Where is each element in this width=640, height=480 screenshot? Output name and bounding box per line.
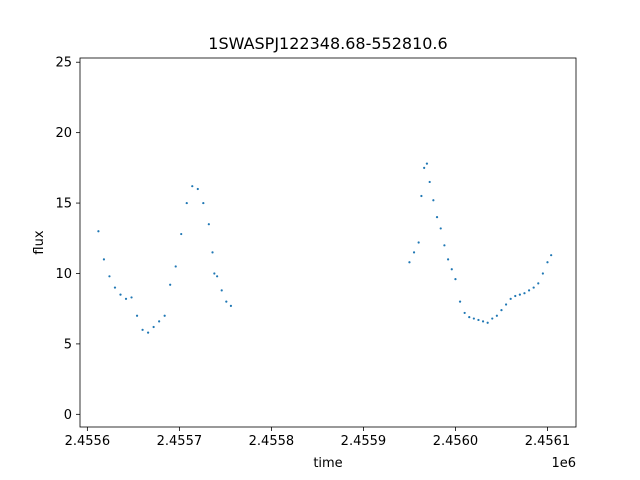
data-point: [463, 311, 466, 315]
data-point: [135, 314, 139, 317]
data-point: [446, 258, 450, 261]
data-point: [450, 268, 453, 271]
x-axis-label: time: [313, 456, 342, 471]
data-point: [213, 272, 216, 275]
data-point: [532, 286, 535, 289]
data-point: [211, 251, 214, 254]
data-point: [428, 180, 431, 184]
data-point: [435, 216, 439, 219]
x-axis-ticks: 2.4556 2.4557 2.4558 2.4559 2.4560 2.4561: [65, 427, 571, 449]
x-axis-offset-label: 1e6: [551, 456, 576, 471]
data-point: [180, 232, 183, 236]
data-point: [102, 258, 106, 261]
x-tick-label: 2.4560: [433, 434, 479, 449]
data-point: [423, 166, 426, 169]
data-point: [216, 275, 219, 278]
x-tick-label: 2.4558: [249, 434, 295, 449]
data-point: [196, 187, 199, 191]
data-point: [477, 318, 480, 322]
data-point: [119, 293, 122, 296]
data-point: [420, 194, 423, 198]
plot-frame: [79, 57, 577, 428]
data-point: [537, 282, 540, 285]
x-tick-label: 2.4559: [341, 434, 387, 449]
data-point: [417, 241, 420, 244]
y-tick-label: 25: [55, 56, 72, 71]
y-axis-label: flux: [32, 230, 47, 254]
data-point: [185, 201, 188, 205]
data-point: [169, 283, 172, 286]
data-point: [458, 300, 462, 303]
chart-title: 1SWASPJ122348.68-552810.6: [208, 34, 447, 53]
x-tick-label: 2.4556: [65, 434, 111, 449]
data-points: [97, 162, 553, 334]
data-point: [481, 320, 485, 323]
data-point: [113, 286, 117, 289]
data-point: [97, 230, 100, 233]
data-point: [486, 321, 489, 324]
data-point: [468, 316, 471, 319]
data-point: [108, 275, 111, 278]
data-point: [412, 251, 416, 254]
data-point: [546, 261, 549, 264]
data-point: [472, 317, 475, 320]
data-point: [443, 244, 446, 247]
data-point: [220, 289, 223, 292]
data-point: [514, 294, 517, 298]
data-point: [146, 331, 150, 334]
x-tick-label: 2.4557: [157, 434, 203, 449]
data-point: [454, 278, 457, 281]
data-point: [432, 199, 435, 202]
data-point: [500, 309, 503, 312]
data-point: [527, 289, 531, 292]
data-point: [425, 162, 429, 165]
y-tick-label: 5: [64, 337, 72, 352]
y-axis-ticks: 0 5 10 15 20 25: [55, 56, 80, 423]
data-point: [518, 293, 521, 296]
y-tick-label: 10: [55, 267, 72, 282]
data-point: [130, 296, 133, 299]
data-point: [124, 297, 128, 300]
data-point: [229, 304, 233, 307]
data-point: [225, 300, 228, 303]
data-point: [439, 227, 442, 230]
data-point: [191, 185, 194, 188]
data-point: [509, 297, 512, 300]
data-point: [141, 328, 144, 331]
data-point: [523, 292, 526, 295]
y-tick-label: 0: [64, 408, 72, 423]
data-point: [504, 303, 508, 306]
data-point: [550, 254, 553, 257]
data-point: [495, 314, 498, 317]
data-point: [163, 314, 166, 317]
x-tick-label: 2.4561: [525, 434, 571, 449]
data-point: [174, 265, 177, 268]
data-point: [408, 261, 411, 264]
data-point: [202, 201, 205, 205]
data-point: [158, 320, 161, 323]
y-tick-label: 20: [55, 126, 72, 141]
y-tick-label: 15: [55, 197, 72, 212]
data-point: [207, 223, 210, 226]
data-point: [491, 317, 494, 320]
data-point: [541, 272, 544, 275]
data-point: [152, 325, 155, 329]
